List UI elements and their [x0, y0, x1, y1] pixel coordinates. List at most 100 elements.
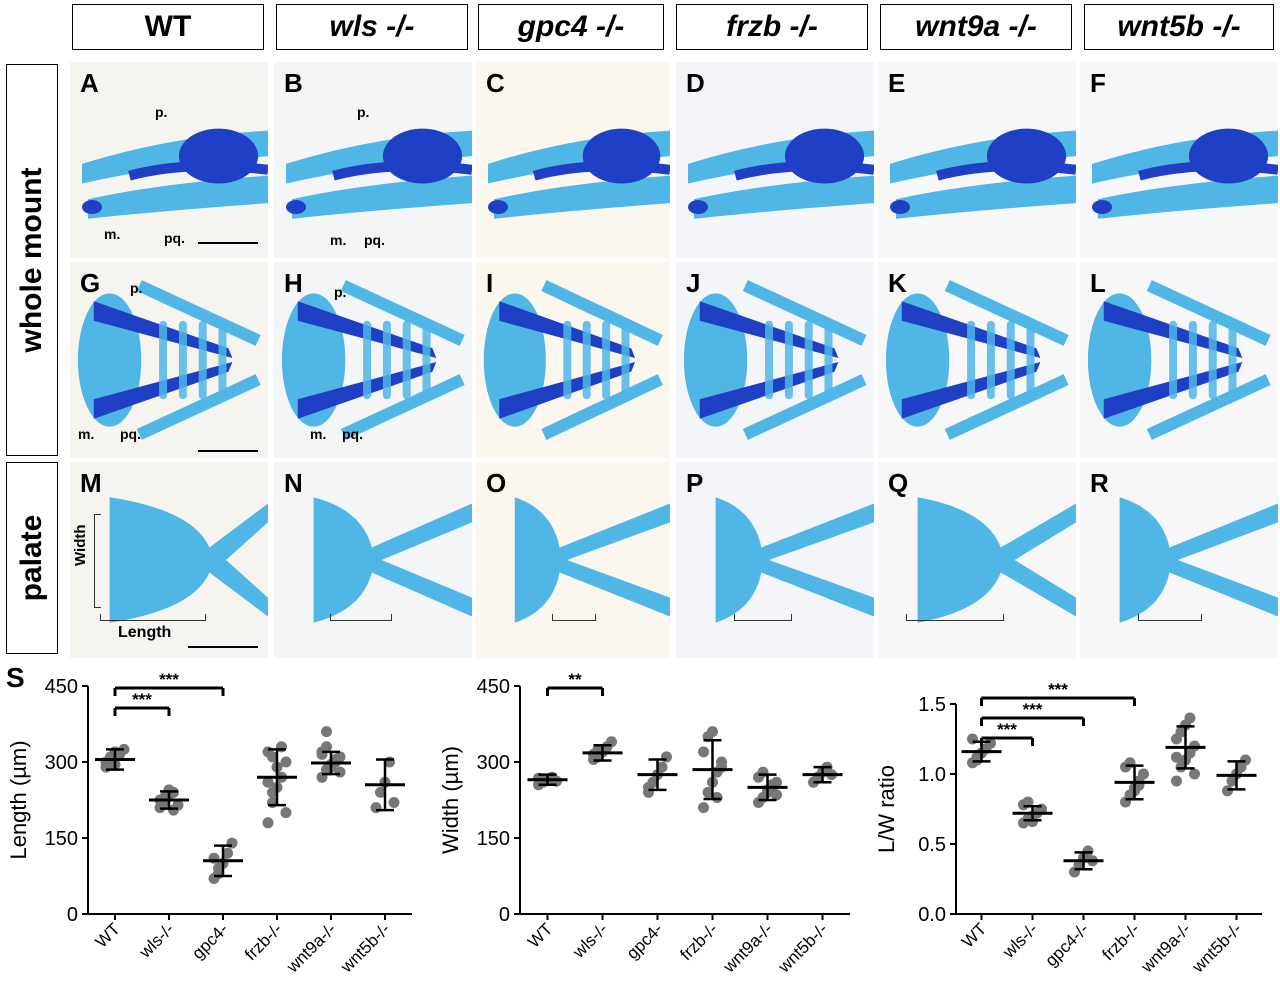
significance-label: ***	[1023, 700, 1043, 719]
header-wt-label: WT	[144, 10, 192, 43]
panel-letter-e: E	[888, 68, 906, 98]
significance-label: ***	[159, 670, 179, 689]
label-m-b: m.	[330, 232, 347, 248]
panel-letter-j: J	[686, 268, 701, 298]
x-tick-label: wnt5b-/-	[774, 919, 832, 977]
panel-b: B	[274, 62, 472, 258]
panel-f: F	[1080, 62, 1278, 258]
data-point	[656, 761, 668, 773]
panel-letter-i: I	[486, 268, 494, 298]
data-point	[698, 746, 709, 758]
label-p-g: p.	[130, 280, 143, 296]
panel-j: J	[676, 262, 874, 458]
significance-label: ***	[1048, 680, 1068, 699]
panel-k: K	[878, 262, 1076, 458]
micrograph-c	[488, 128, 670, 219]
x-tick-label: wls-/-	[135, 919, 178, 962]
scale-bar-g	[198, 450, 258, 452]
header-frzb: frzb -/-	[676, 4, 868, 50]
data-point	[1171, 751, 1182, 763]
data-point	[707, 726, 718, 738]
data-point	[267, 786, 278, 798]
length-bracket-r	[1138, 614, 1202, 621]
lw-ratio-chart: 0.0 0.5 1.0 1.5 L/W ratio WT wls-/- gpc4-/- frzb…	[874, 680, 1262, 977]
data-point	[661, 751, 672, 763]
significance-label: ***	[132, 690, 152, 709]
panel-p: P	[676, 462, 874, 658]
panel-letter-l: L	[1090, 268, 1106, 298]
panel-letter-a: A	[80, 68, 99, 98]
panel-letter-s: S	[6, 662, 25, 693]
data-point	[698, 802, 709, 814]
label-m-h: m.	[310, 426, 327, 442]
y-tick-label: 450	[45, 676, 78, 698]
scale-bar-m	[188, 646, 258, 648]
micrograph-e	[890, 128, 1076, 219]
data-point	[334, 766, 346, 778]
panel-letter-k: K	[888, 268, 907, 298]
label-p-a: p.	[155, 104, 168, 120]
data-point	[985, 737, 996, 749]
micrograph-i	[483, 280, 663, 440]
x-tick-label: frzb-/-	[677, 919, 722, 964]
data-point	[1240, 754, 1251, 766]
label-pq-a: pq.	[164, 230, 185, 246]
panel-letter-r: R	[1090, 468, 1109, 498]
data-point	[321, 726, 332, 738]
header-wls: wls -/-	[276, 4, 468, 50]
data-point	[222, 847, 233, 859]
x-tick-label: wnt9a-/-	[719, 919, 777, 977]
data-point	[771, 789, 782, 801]
panel-letter-f: F	[1090, 68, 1106, 98]
significance-label: **	[568, 670, 582, 689]
y-tick-label: 1.0	[918, 764, 946, 786]
panel-g: G	[70, 262, 268, 458]
row-whole-mount-label: whole mount	[15, 167, 48, 353]
panel-c: C	[476, 62, 670, 258]
data-point	[971, 754, 983, 766]
x-tick-label: WT	[92, 919, 124, 951]
micrograph-j	[683, 280, 867, 440]
panel-letter-o: O	[486, 468, 507, 498]
data-point	[388, 797, 400, 809]
width-bracket-m	[94, 514, 101, 608]
row-palate: palate	[6, 462, 58, 654]
micrograph-r	[1119, 497, 1278, 623]
panel-a: A	[70, 62, 268, 258]
scale-bar-a	[198, 242, 258, 244]
x-tick-label: wls-/-	[568, 919, 611, 962]
panel-letter-p: P	[686, 468, 704, 498]
data-point	[1138, 768, 1149, 780]
header-wnt5b-label: wnt5b -/-	[1117, 10, 1241, 43]
x-tick-label: frzb-/-	[1099, 919, 1144, 964]
data-point	[1222, 785, 1233, 797]
y-tick-label: 300	[477, 752, 510, 774]
label-m-a: m.	[104, 226, 121, 242]
label-length: Length	[118, 624, 172, 641]
length-bracket-n	[330, 614, 392, 621]
micrograph-h	[281, 280, 465, 440]
header-gpc4-label: gpc4 -/-	[517, 10, 625, 43]
micrograph-g	[77, 280, 261, 440]
y-tick-label: 300	[45, 752, 78, 774]
panel-m: M	[70, 462, 268, 658]
panel-letter-h: H	[284, 268, 303, 298]
x-tick-label: wnt5b-/-	[336, 919, 394, 977]
data-point	[280, 756, 292, 768]
panel-l: L	[1080, 262, 1278, 458]
data-point	[1027, 816, 1038, 828]
x-tick-label: wnt5b-/-	[1188, 919, 1246, 977]
panel-e: E	[878, 62, 1076, 258]
y-tick-label: 0	[67, 904, 78, 926]
width-chart: 0 150 300 450 Width (µm) WT wls-/- gpc4- frzb-/-…	[438, 670, 850, 977]
header-wt: WT	[72, 4, 264, 50]
header-frzb-label: frzb -/-	[726, 10, 818, 43]
y-tick-label: 150	[477, 828, 510, 850]
panel-letter-n: N	[284, 468, 303, 498]
panel-letter-d: D	[686, 68, 705, 98]
panel-r: R	[1080, 462, 1278, 658]
y-tick-label: 0.5	[918, 834, 946, 856]
row-palate-label: palate	[15, 514, 48, 602]
label-p-h: p.	[334, 284, 347, 300]
data-point	[280, 807, 292, 819]
